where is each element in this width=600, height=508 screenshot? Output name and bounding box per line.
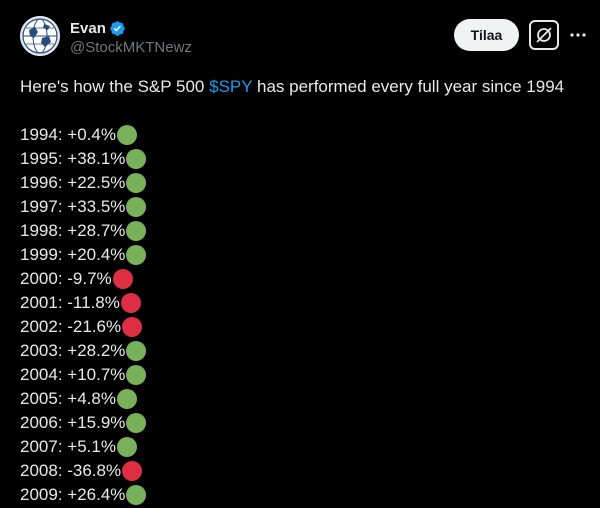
year-return-row: 2000: -9.7%: [20, 267, 588, 291]
display-name-row: Evan: [70, 18, 192, 38]
green-circle-icon: [116, 125, 137, 145]
green-circle-icon: [116, 437, 137, 457]
year-return-row: 1999: +20.4%: [20, 243, 588, 267]
year-return-row: 1997: +33.5%: [20, 195, 588, 219]
year-return-text: 1999: +20.4%: [20, 245, 126, 264]
green-circle-icon: [126, 149, 147, 169]
author-handle[interactable]: @StockMKTNewz: [70, 39, 192, 56]
grok-icon: [536, 27, 552, 43]
year-return-row: 2009: +26.4%: [20, 483, 588, 507]
year-return-text: 2005: +4.8%: [20, 389, 116, 408]
avatar[interactable]: [20, 16, 60, 56]
display-name[interactable]: Evan: [70, 19, 106, 37]
year-return-text: 1996: +22.5%: [20, 173, 126, 192]
year-return-row: 1994: +0.4%: [20, 123, 588, 147]
year-return-row: 1996: +22.5%: [20, 171, 588, 195]
green-circle-icon: [126, 413, 147, 433]
year-return-text: 2003: +28.2%: [20, 341, 126, 360]
year-return-text: 2000: -9.7%: [20, 269, 112, 288]
intro-text-before: Here's how the S&P 500: [20, 77, 210, 96]
author-names: Evan @StockMKTNewz: [70, 18, 192, 57]
more-options-button[interactable]: [567, 22, 589, 48]
year-return-text: 2002: -21.6%: [20, 317, 122, 336]
tweet-intro: Here's how the S&P 500 $SPY has performe…: [20, 75, 588, 99]
year-return-row: 2006: +15.9%: [20, 411, 588, 435]
year-return-row: 2001: -11.8%: [20, 291, 588, 315]
red-circle-icon: [122, 317, 143, 337]
year-return-text: 2009: +26.4%: [20, 485, 126, 504]
year-return-text: 2004: +10.7%: [20, 365, 126, 384]
intro-text-after: has performed every full year since 1994: [252, 77, 565, 96]
red-circle-icon: [122, 461, 143, 481]
year-return-row: 2004: +10.7%: [20, 363, 588, 387]
tweet-header: Evan @StockMKTNewz Tilaa: [20, 16, 588, 60]
green-circle-icon: [126, 485, 147, 505]
year-return-text: 2006: +15.9%: [20, 413, 126, 432]
year-return-text: 2001: -11.8%: [20, 293, 120, 312]
year-return-text: 1994: +0.4%: [20, 125, 116, 144]
green-circle-icon: [126, 197, 147, 217]
red-circle-icon: [112, 269, 133, 289]
year-return-row: 1995: +38.1%: [20, 147, 588, 171]
year-return-row: 2005: +4.8%: [20, 387, 588, 411]
yearly-returns-list: 1994: +0.4% 1995: +38.1% 1996: +22.5% 1997:…: [20, 123, 588, 507]
green-circle-icon: [126, 341, 147, 361]
subscribe-button[interactable]: Tilaa: [454, 19, 519, 51]
verified-badge-icon[interactable]: [109, 20, 126, 37]
year-return-text: 2007: +5.1%: [20, 437, 116, 456]
green-circle-icon: [126, 173, 147, 193]
year-return-row: 2008: -36.8%: [20, 459, 588, 483]
year-return-row: 2007: +5.1%: [20, 435, 588, 459]
year-return-text: 1995: +38.1%: [20, 149, 126, 168]
globe-avatar-icon: [20, 16, 60, 56]
year-return-text: 1997: +33.5%: [20, 197, 126, 216]
green-circle-icon: [126, 245, 147, 265]
year-return-text: 2008: -36.8%: [20, 461, 122, 480]
more-dots-icon: [570, 33, 586, 37]
year-return-row: 2002: -21.6%: [20, 315, 588, 339]
green-circle-icon: [116, 389, 137, 409]
red-circle-icon: [120, 293, 141, 313]
year-return-text: 1998: +28.7%: [20, 221, 126, 240]
grok-button[interactable]: [529, 20, 559, 50]
green-circle-icon: [126, 365, 147, 385]
tweet-body: Here's how the S&P 500 $SPY has performe…: [20, 75, 588, 507]
year-return-row: 1998: +28.7%: [20, 219, 588, 243]
cashtag-link[interactable]: $SPY: [209, 77, 253, 96]
year-return-row: 2003: +28.2%: [20, 339, 588, 363]
green-circle-icon: [126, 221, 147, 241]
